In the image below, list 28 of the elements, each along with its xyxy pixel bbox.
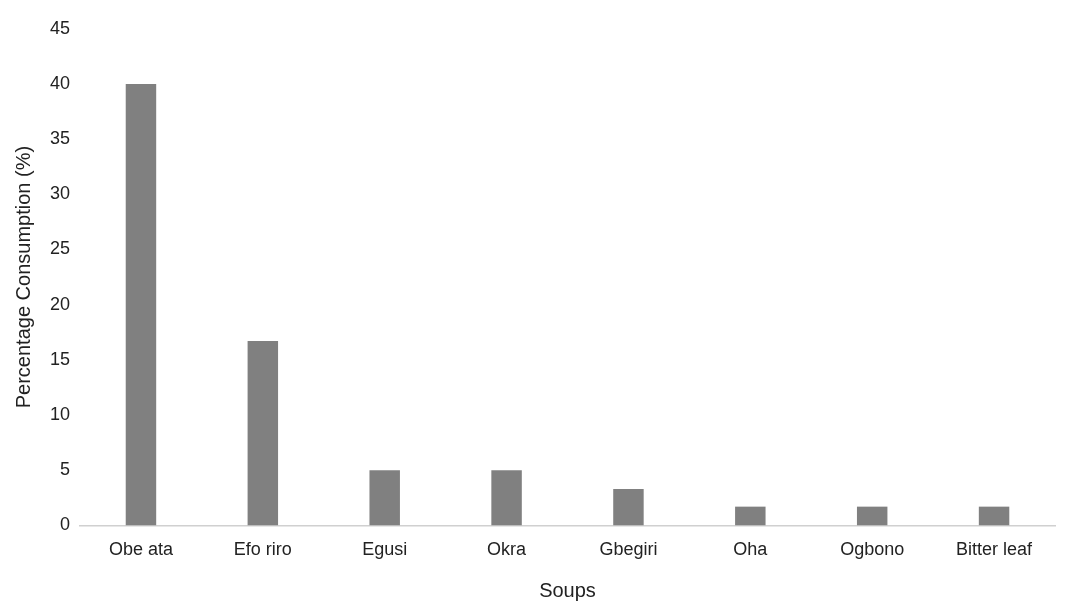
x-tick-label: Oha: [733, 539, 769, 560]
y-tick-label: 40: [49, 72, 71, 93]
x-tick-label: Gbegiri: [599, 539, 658, 560]
y-tick-label: 25: [49, 238, 71, 259]
bar: [613, 488, 644, 526]
y-tick-label: 30: [49, 183, 71, 204]
x-tick-label: Obe ata: [108, 539, 174, 560]
bar: [856, 506, 888, 526]
y-tick-label: 20: [49, 293, 71, 314]
x-tick-label: Efo riro: [233, 539, 292, 560]
y-tick-label: 45: [49, 17, 71, 38]
bar: [125, 83, 157, 526]
x-axis-title: Soups: [539, 578, 596, 601]
bar: [369, 470, 400, 526]
y-tick-label: 15: [49, 348, 71, 369]
y-tick-label: 10: [49, 404, 71, 425]
y-tick-label: 35: [49, 128, 71, 149]
x-tick-label: Bitter leaf: [956, 539, 1034, 560]
bar: [247, 341, 279, 526]
x-tick-label: Okra: [487, 539, 528, 560]
y-axis-title: Percentage Consumption (%): [11, 145, 34, 409]
y-tick-label: 5: [60, 459, 71, 480]
x-tick-label: Egusi: [362, 539, 408, 560]
bar: [978, 506, 1010, 526]
bar: [735, 506, 766, 526]
x-tick-label: Ogbono: [840, 539, 905, 560]
bar: [491, 470, 522, 526]
y-tick-label: 0: [60, 514, 71, 535]
